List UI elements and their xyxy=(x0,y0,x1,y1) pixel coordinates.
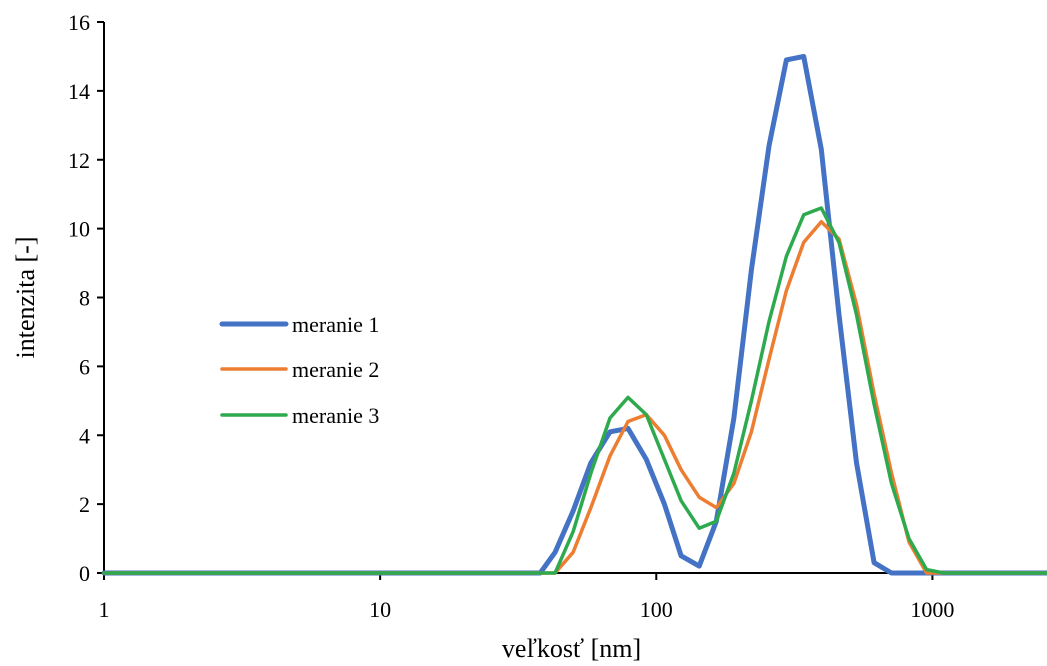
y-axis-title: intenzita [-] xyxy=(11,237,40,359)
series-line-1 xyxy=(101,53,1047,576)
y-tick-label: 12 xyxy=(68,148,90,173)
legend-label-3: meranie 3 xyxy=(292,403,379,428)
x-tick-label: 1 xyxy=(99,597,110,622)
series-line-3 xyxy=(102,206,1047,575)
y-tick-label: 14 xyxy=(68,79,90,104)
y-tick-label: 0 xyxy=(79,561,90,586)
legend: meranie 1 meranie 2 meranie 3 xyxy=(219,312,379,428)
series-group xyxy=(101,53,1047,576)
legend-label-1: meranie 1 xyxy=(292,312,379,337)
y-tick-label: 10 xyxy=(68,217,90,242)
series-line-2 xyxy=(102,219,1047,575)
legend-label-2: meranie 2 xyxy=(292,357,379,382)
y-tick-label: 16 xyxy=(68,10,90,35)
x-tick-label: 10 xyxy=(369,597,391,622)
y-tick-label: 6 xyxy=(79,354,90,379)
y-ticks: 0 2 4 6 8 10 12 14 16 xyxy=(68,10,104,586)
x-tick-label: 100 xyxy=(640,597,673,622)
y-tick-label: 2 xyxy=(79,492,90,517)
y-tick-label: 4 xyxy=(79,423,90,448)
x-tick-label: 1000 xyxy=(910,597,954,622)
x-axis-title: veľkosť [nm] xyxy=(502,634,641,663)
y-tick-label: 8 xyxy=(79,286,90,311)
x-ticks: 1 10 100 1000 xyxy=(99,573,954,622)
axes xyxy=(103,22,1047,574)
